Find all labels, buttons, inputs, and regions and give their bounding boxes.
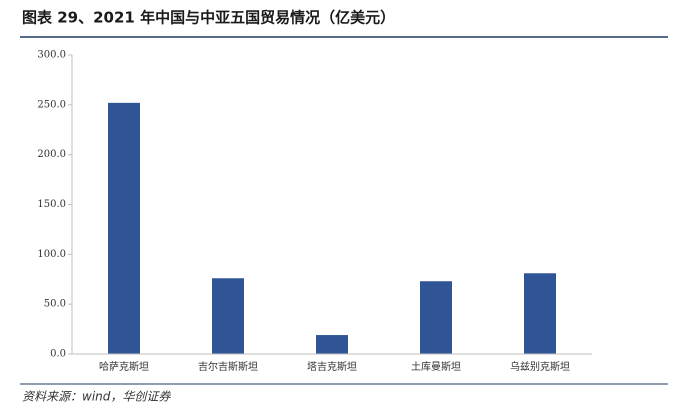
bar [524, 273, 556, 354]
x-tick-label: 哈萨克斯坦 [99, 360, 149, 373]
x-tick-label: 乌兹别克斯坦 [510, 360, 570, 373]
y-tick-label: 150.0 [37, 199, 66, 210]
bar [108, 102, 140, 354]
y-tick-label: 300.0 [37, 50, 66, 61]
source-note: 资料来源：wind，华创证券 [22, 390, 171, 404]
x-tick-label: 塔吉克斯坦 [307, 360, 357, 373]
y-tick-label: 0.0 [50, 349, 66, 360]
y-tick-label: 100.0 [37, 249, 66, 260]
chart-title: 图表 29、2021 年中国与中亚五国贸易情况（亿美元） [22, 9, 395, 27]
y-tick-label: 250.0 [37, 99, 66, 110]
bar [212, 278, 244, 354]
bar [420, 281, 452, 354]
x-tick-label: 土库曼斯坦 [411, 360, 461, 373]
y-tick-label: 50.0 [44, 299, 66, 310]
y-tick-label: 200.0 [37, 149, 66, 160]
x-tick-label: 吉尔吉斯斯坦 [198, 360, 258, 373]
bar [316, 335, 348, 354]
